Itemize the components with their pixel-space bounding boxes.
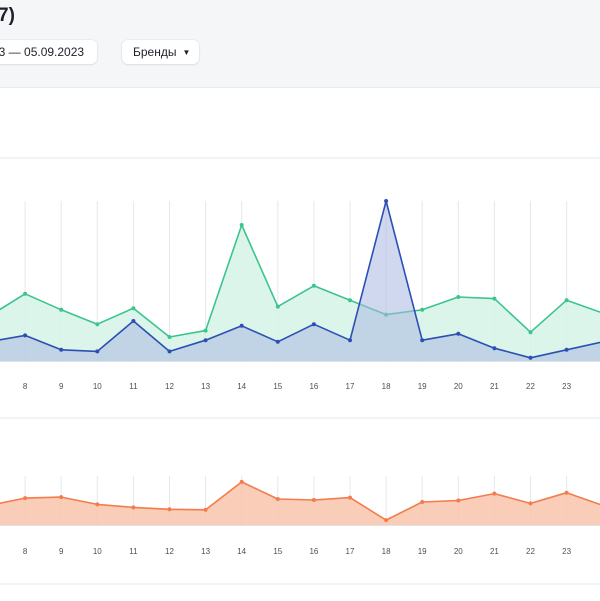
chart-1-tick-9: 9 bbox=[59, 547, 64, 556]
chart-1-series-0-line bbox=[0, 481, 600, 521]
chart-0-series-1-point-21 bbox=[492, 346, 497, 351]
chart-0-series-1-point-13 bbox=[203, 338, 208, 343]
chart-0-tick-18: 18 bbox=[382, 382, 391, 391]
chart-1-tick-20: 20 bbox=[454, 547, 463, 556]
chart-1-series-0-point-23 bbox=[564, 490, 569, 495]
chart-1-tick-23: 23 bbox=[562, 547, 571, 556]
chart-0-tick-14: 14 bbox=[237, 382, 246, 391]
chart-0-tick-9: 9 bbox=[59, 382, 64, 391]
chart-1-tick-18: 18 bbox=[382, 547, 391, 556]
chart-0-series-1-point-18 bbox=[384, 199, 389, 203]
chart-0-tick-19: 19 bbox=[418, 382, 427, 391]
chart-0-tick-15: 15 bbox=[273, 382, 282, 391]
chart-1-series-0-point-17 bbox=[348, 495, 352, 500]
chart-0-series-0-point-10 bbox=[95, 322, 100, 327]
chart-0-series-0-point-17 bbox=[348, 298, 352, 303]
chart-0-series-1-point-8 bbox=[23, 333, 28, 338]
chart-0-tick-12: 12 bbox=[165, 382, 174, 391]
chart-1-series-0-point-19 bbox=[420, 500, 425, 504]
chart-0-series-0-point-23 bbox=[564, 298, 569, 303]
chart-0-series-1-point-16 bbox=[311, 322, 316, 327]
charts-panel: 8 9 10 11 12 13 14 15 16 17 18 19 20 21 22 23 8 9 10 11 12 13… bbox=[0, 87, 600, 601]
caret-down-icon: ▼ bbox=[182, 48, 191, 57]
chart-0-tick-10: 10 bbox=[93, 382, 102, 391]
chart-0-tick-17: 17 bbox=[346, 382, 355, 391]
date-range-picker[interactable]: 23 — 05.09.2023 bbox=[0, 40, 97, 64]
charts-svg: 8 9 10 11 12 13 14 15 16 17 18 19 20 21 22 23 8 9 10 11 12 13… bbox=[0, 157, 600, 585]
chart-1-tick-22: 22 bbox=[526, 547, 535, 556]
chart-1-series-0-point-18 bbox=[384, 518, 389, 523]
chart-0-tick-13: 13 bbox=[201, 382, 210, 391]
chart-1-tick-8: 8 bbox=[23, 547, 28, 556]
chart-0-series-0-point-21 bbox=[492, 296, 497, 301]
chart-0-series-0-point-22 bbox=[528, 330, 533, 335]
chart-1-series-0-point-8 bbox=[23, 496, 28, 501]
chart-0-series-1-point-9 bbox=[59, 347, 64, 352]
chart-1-series-0-point-20 bbox=[456, 498, 461, 503]
chart-0-series-1-point-14 bbox=[239, 323, 244, 328]
chart-1-tick-13: 13 bbox=[201, 547, 210, 556]
chart-0-tick-21: 21 bbox=[490, 382, 499, 391]
chart-0-tick-20: 20 bbox=[454, 382, 463, 391]
chart-1-series-0-point-15 bbox=[275, 497, 280, 501]
chart-1-tick-15: 15 bbox=[273, 547, 282, 556]
chart-1-series-0-point-21 bbox=[492, 491, 497, 496]
chart-1-series-0-area bbox=[0, 481, 600, 525]
chart-1-series-0-point-9 bbox=[59, 495, 64, 500]
chart-0-tick-11: 11 bbox=[129, 382, 138, 391]
chart-0-series-0-point-19 bbox=[420, 307, 425, 312]
chart-1-tick-17: 17 bbox=[346, 547, 355, 556]
chart-0-series-0-point-11 bbox=[131, 306, 136, 311]
date-range-label: 23 — 05.09.2023 bbox=[0, 45, 85, 59]
chart-1-tick-11: 11 bbox=[129, 547, 138, 556]
chart-0-series-1-point-15 bbox=[275, 339, 280, 344]
chart-1-tick-10: 10 bbox=[93, 547, 102, 556]
chart-0-tick-8: 8 bbox=[23, 382, 28, 391]
chart-1-series-0-point-10 bbox=[95, 502, 100, 507]
chart-1-series-0-point-22 bbox=[528, 501, 533, 506]
chart-0-tick-16: 16 bbox=[309, 382, 318, 391]
chart-0-tick-23: 23 bbox=[562, 382, 571, 391]
chart-0-series-0-point-16 bbox=[311, 283, 316, 288]
chart-0-series-1-line bbox=[0, 200, 600, 359]
chart-0-series-0-point-9 bbox=[59, 307, 64, 312]
chart-0-series-0-line bbox=[0, 224, 600, 338]
chart-0-series-1-point-11 bbox=[131, 319, 136, 323]
chart-0-series-0-point-13 bbox=[203, 328, 208, 333]
chart-1-series-0-point-11 bbox=[131, 505, 136, 510]
chart-0-series-1-point-20 bbox=[456, 331, 461, 336]
chart-1-series-0-point-14 bbox=[239, 479, 244, 484]
chart-1-series-0-point-13 bbox=[203, 507, 208, 512]
chart-0-tick-22: 22 bbox=[526, 382, 535, 391]
chart-1-tick-16: 16 bbox=[309, 547, 318, 556]
chart-1-tick-21: 21 bbox=[490, 547, 499, 556]
chart-1-tick-19: 19 bbox=[418, 547, 427, 556]
brands-dropdown[interactable]: Бренды ▼ bbox=[122, 40, 199, 64]
chart-0-series-1-point-17 bbox=[348, 338, 352, 343]
chart-0-series-1-point-12 bbox=[167, 349, 172, 354]
chart-1-series-0-point-16 bbox=[311, 498, 316, 502]
chart-0-series-0-point-20 bbox=[456, 295, 461, 299]
chart-0-series-0-area bbox=[0, 225, 600, 361]
chart-0-series-1-point-23 bbox=[564, 347, 569, 352]
page-title-text: 7) bbox=[0, 5, 15, 26]
chart-0-series-1-point-19 bbox=[420, 338, 425, 343]
chart-1-series-0-point-12 bbox=[167, 507, 172, 512]
chart-0-series-1-point-10 bbox=[95, 349, 100, 354]
chart-0-series-1-point-22 bbox=[528, 355, 533, 360]
chart-1-tick-12: 12 bbox=[165, 547, 174, 556]
chart-0-series-0-point-14 bbox=[239, 223, 244, 227]
chart-0-series-0-point-12 bbox=[167, 335, 172, 339]
chart-0-series-0-point-15 bbox=[275, 304, 280, 309]
page-title: 7) bbox=[0, 5, 15, 27]
brands-dropdown-label: Бренды bbox=[133, 45, 177, 59]
chart-0-series-0-point-8 bbox=[23, 291, 28, 296]
chart-1-tick-14: 14 bbox=[237, 547, 246, 556]
